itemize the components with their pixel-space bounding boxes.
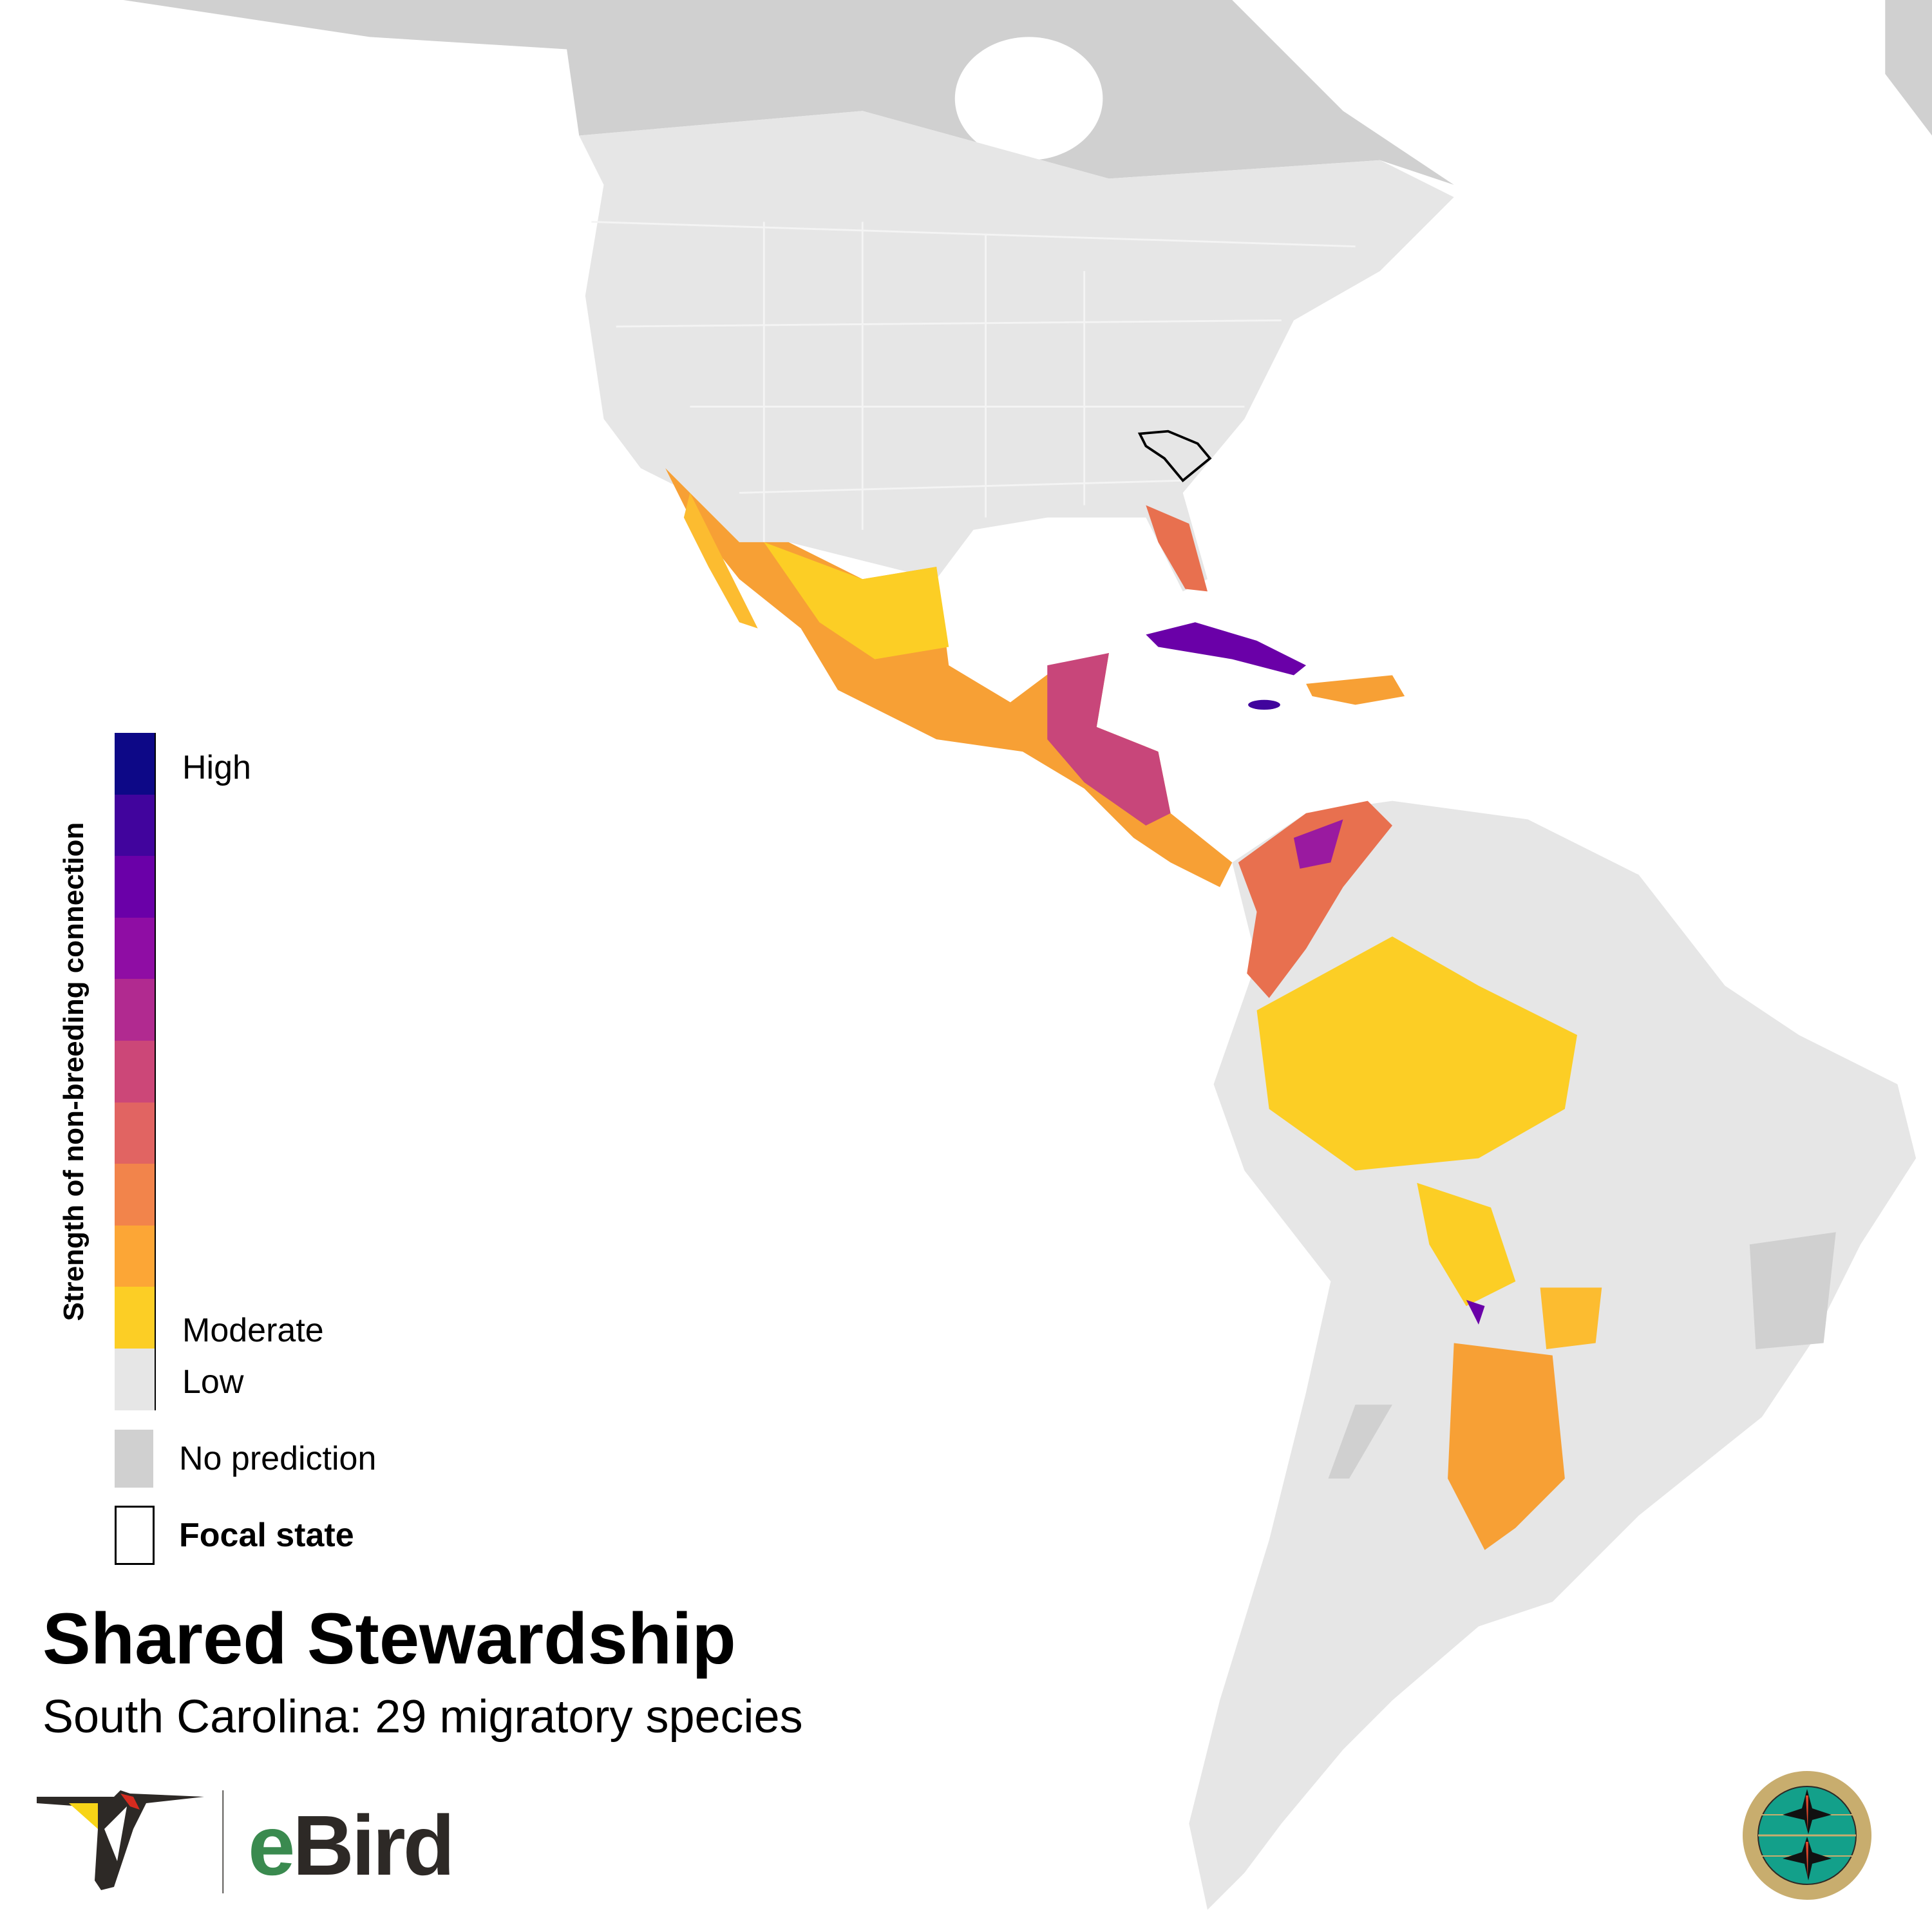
partners-in-flight-seal-icon	[1743, 1771, 1871, 1900]
us-state-borders	[591, 220, 1356, 542]
no-prediction-east-brazil	[1749, 1232, 1836, 1350]
brazil-south-moderate-region	[1540, 1287, 1602, 1350]
florida-region	[1146, 505, 1208, 592]
page-subtitle: South Carolina: 29 migratory species	[43, 1691, 803, 1743]
ebird-wordmark: eBird	[248, 1797, 455, 1894]
no-prediction-andes	[1328, 1405, 1392, 1479]
legend-focal-state-label: Focal state	[179, 1517, 354, 1554]
color-scale-step-0	[115, 733, 155, 795]
color-scale-step-3	[115, 917, 155, 980]
no-prediction-north-region	[123, 0, 1454, 185]
legend-axis-title: Strength of non-breeding connection	[58, 822, 90, 1321]
color-scale-step-10	[115, 1348, 155, 1410]
amazon-moderate-region	[1256, 936, 1577, 1171]
central-mexico-moderate-region	[764, 542, 949, 659]
color-scale-step-5	[115, 1040, 155, 1103]
ebird-e: e	[248, 1798, 295, 1893]
jamaica-region	[1248, 699, 1280, 710]
color-scale-bar	[115, 733, 156, 1410]
north-america-low-region	[579, 111, 1454, 592]
paraguay-argentina-region	[1448, 1343, 1565, 1550]
color-scale-step-2	[115, 856, 155, 918]
hispaniola-region	[1306, 675, 1405, 705]
ebird-bird-logo-icon	[37, 1790, 223, 1893]
color-scale-step-7	[115, 1164, 155, 1226]
color-scale-step-6	[115, 1102, 155, 1164]
color-scale-step-9	[115, 1287, 155, 1349]
legend-low-label: Low	[182, 1363, 244, 1401]
guatemala-high-region	[1047, 653, 1171, 826]
color-scale-step-4	[115, 979, 155, 1041]
paraguay-high-spot	[1466, 1300, 1485, 1325]
legend-high-label: High	[182, 749, 251, 786]
bolivia-moderate-region	[1417, 1182, 1516, 1307]
focal-state-swatch	[115, 1506, 155, 1565]
colombia-region	[1238, 800, 1392, 998]
cuba-region	[1146, 622, 1307, 676]
baja-california-region	[683, 493, 758, 629]
focal-state-outline	[1137, 430, 1212, 482]
legend-no-prediction-label: No prediction	[179, 1440, 377, 1477]
no-prediction-swatch	[115, 1430, 153, 1488]
legend-moderate-label: Moderate	[182, 1312, 324, 1349]
page-title: Shared Stewardship	[43, 1598, 736, 1679]
color-scale-step-8	[115, 1225, 155, 1287]
color-scale-step-1	[115, 794, 155, 857]
no-prediction-greenland	[1885, 0, 1932, 136]
hudson-bay	[954, 37, 1103, 160]
ebird-bird: Bird	[292, 1798, 455, 1893]
colombia-high-region	[1293, 819, 1343, 869]
